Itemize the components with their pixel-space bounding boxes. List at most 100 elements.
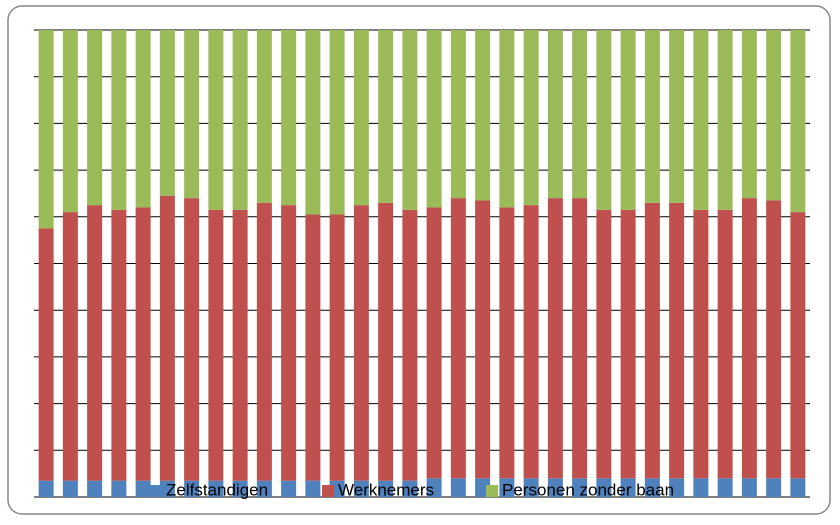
bar-segment (620, 209, 636, 479)
bar-segment (572, 198, 588, 479)
bar-segment (208, 209, 224, 481)
bar-segment (184, 198, 200, 481)
bar-segment (281, 480, 297, 497)
bar-segment (329, 214, 345, 481)
bar-segment (644, 202, 660, 479)
bar-segment (305, 30, 321, 215)
legend-swatch (150, 485, 162, 497)
bar-segment (305, 214, 321, 481)
bar-segment (741, 30, 757, 199)
bar-segment (111, 209, 127, 481)
bar-segment (766, 30, 782, 201)
bar-segment (693, 478, 709, 497)
bar-segment (426, 478, 442, 497)
bar-segment (717, 478, 733, 497)
bar-segment (135, 207, 151, 481)
bar-segment (378, 30, 394, 203)
legend-label: Zelfstandigen (166, 480, 268, 499)
bar-segment (790, 478, 806, 497)
bar-segment (547, 30, 563, 199)
bar-segment (450, 30, 466, 199)
bar-segment (402, 480, 418, 497)
bar-segment (62, 212, 78, 481)
bar-segment (208, 30, 224, 210)
legend-label: Personen zonder baan (502, 480, 674, 499)
bar-segment (62, 30, 78, 213)
bar-segment (38, 30, 54, 229)
bar-segment (353, 480, 369, 497)
bar-segment (669, 30, 685, 203)
bar-segment (596, 478, 612, 497)
bar-segment (523, 205, 539, 479)
bar-segment (87, 480, 103, 497)
bar-segment (208, 480, 224, 497)
bar-segment (159, 30, 175, 196)
bar-segment (475, 200, 491, 479)
bar-segment (717, 209, 733, 479)
bar-segment (232, 209, 248, 481)
bar-segment (790, 212, 806, 479)
bar-segment (475, 30, 491, 201)
bar-segment (669, 478, 685, 497)
bar-segment (523, 30, 539, 206)
bar-segment (693, 30, 709, 210)
bar-segment (450, 198, 466, 479)
bar-segment (159, 480, 175, 497)
bar-segment (232, 30, 248, 210)
bar-segment (547, 198, 563, 479)
bar-segment (766, 200, 782, 479)
bar-segment (547, 478, 563, 497)
bar-segment (741, 478, 757, 497)
bar-segment (38, 480, 54, 497)
legend-swatch (486, 485, 498, 497)
bar-segment (596, 209, 612, 479)
bar-segment (378, 202, 394, 481)
bar-segment (135, 30, 151, 208)
bar-segment (281, 30, 297, 206)
bar-segment (256, 30, 272, 203)
bar-segment (766, 478, 782, 497)
bar-segment (378, 480, 394, 497)
bar-segment (281, 205, 297, 481)
bar-segment (450, 478, 466, 497)
bar-segment (111, 30, 127, 210)
bar-segment (329, 30, 345, 215)
bar-segment (741, 198, 757, 479)
bar-segment (159, 195, 175, 481)
bar-segment (111, 480, 127, 497)
bar-segment (644, 30, 660, 203)
bar-segment (256, 202, 272, 481)
bar-segment (87, 205, 103, 481)
legend-label: Werknemers (338, 480, 434, 499)
bar-segment (499, 478, 515, 497)
bar-segment (596, 30, 612, 210)
bar-segment (184, 30, 200, 199)
bar-segment (232, 480, 248, 497)
bar-segment (305, 480, 321, 497)
bar-segment (572, 478, 588, 497)
bar-segment (693, 209, 709, 479)
bar-segment (184, 480, 200, 497)
bar-segment (62, 480, 78, 497)
bar-segment (38, 228, 54, 481)
bar-segment (572, 30, 588, 199)
bar-segment (87, 30, 103, 206)
bar-segment (499, 30, 515, 208)
bar-segment (717, 30, 733, 210)
bar-segment (135, 480, 151, 497)
bar-segment (426, 30, 442, 208)
legend-swatch (322, 485, 334, 497)
bar-segment (353, 30, 369, 206)
bar-segment (499, 207, 515, 479)
bar-segment (620, 478, 636, 497)
bar-segment (790, 30, 806, 213)
bar-segment (426, 207, 442, 479)
bar-segment (523, 478, 539, 497)
bar-segment (620, 30, 636, 210)
bar-segment (402, 209, 418, 481)
bar-segment (644, 478, 660, 497)
bar-segment (669, 202, 685, 479)
bar-segment (402, 30, 418, 210)
bar-segment (256, 480, 272, 497)
